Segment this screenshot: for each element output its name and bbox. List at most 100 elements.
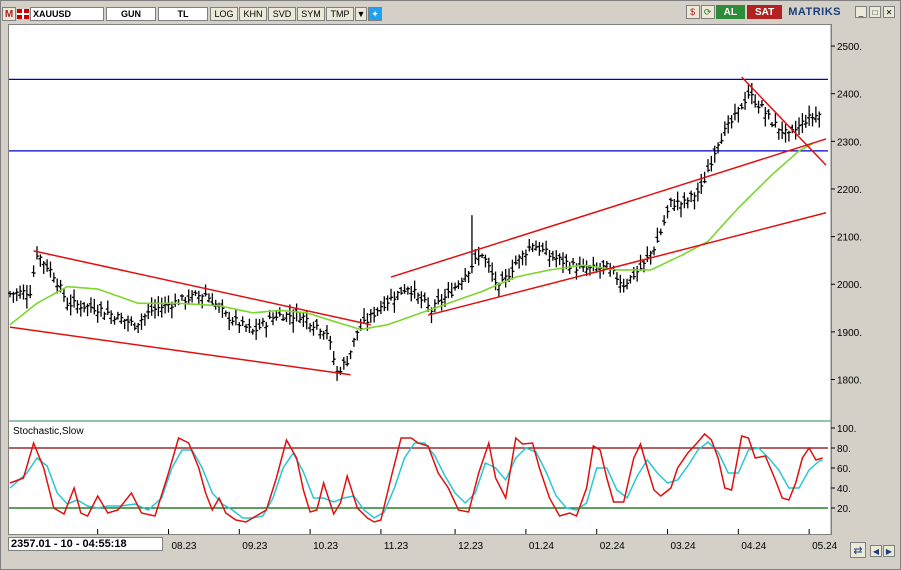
currency-label: TL (177, 9, 189, 19)
price-bar (38, 254, 43, 267)
brand-logo: MATRIKS (788, 6, 841, 18)
price-tick-label: 2000. (837, 280, 862, 291)
dropdown-arrow-icon[interactable]: ▼ (355, 7, 367, 21)
price-bar (51, 272, 56, 283)
price-bar (513, 255, 518, 266)
scroll-controls: ⇄ ◀ ▶ (850, 542, 895, 558)
price-panel (8, 76, 828, 381)
price-bar (348, 350, 353, 360)
price-bar (146, 302, 151, 320)
price-bar (753, 94, 758, 108)
price-bar (412, 280, 417, 299)
chart-toolbar: M XAUUSD GUN TL LOG KHN SVD SYM TMP ▼ ✦ … (2, 5, 897, 23)
price-bar (351, 337, 356, 347)
twitter-icon[interactable]: ✦ (368, 7, 382, 21)
price-bar (554, 250, 559, 268)
price-bar (324, 325, 329, 340)
price-bar (297, 312, 302, 324)
tmp-button[interactable]: TMP (326, 7, 354, 21)
price-bar (729, 115, 734, 129)
price-tick-label: 2500. (837, 42, 862, 53)
currency-selector[interactable]: TL (158, 7, 208, 21)
price-bar (392, 291, 397, 313)
trend-line-2 (390, 138, 827, 278)
price-bar (486, 257, 491, 273)
price-bar (291, 309, 296, 333)
maximize-icon[interactable]: □ (869, 6, 881, 18)
price-bar (271, 312, 276, 326)
scroll-left-icon[interactable]: ◀ (870, 545, 882, 557)
price-bar (48, 261, 53, 278)
close-icon[interactable]: ✕ (883, 6, 895, 18)
symbol-selector[interactable]: XAUUSD (30, 7, 104, 21)
trend-line-0 (9, 326, 351, 376)
price-bar (743, 91, 748, 110)
price-bar (564, 254, 569, 270)
price-bar (722, 121, 727, 137)
signal-button[interactable]: $ (685, 5, 700, 19)
price-bar (372, 306, 377, 323)
price-bar (78, 300, 83, 317)
price-bar (210, 293, 215, 306)
log-button[interactable]: LOG (210, 7, 238, 21)
price-bar (672, 199, 677, 212)
svd-button[interactable]: SVD (268, 7, 296, 21)
price-bar (28, 285, 33, 299)
price-bar (301, 312, 306, 327)
app-logo[interactable]: M (2, 7, 16, 21)
price-bar (527, 238, 532, 252)
price-bar (200, 294, 205, 309)
price-bar (68, 294, 73, 316)
price-bar (11, 291, 16, 303)
price-bar (500, 271, 505, 282)
price-bar (355, 330, 360, 341)
price-bar (311, 321, 316, 336)
price-bar (375, 307, 380, 317)
price-bar (807, 105, 812, 126)
price-bar (416, 292, 420, 304)
price-bar (247, 318, 252, 333)
price-tick-label: 2300. (837, 137, 862, 148)
price-bar (203, 284, 208, 297)
price-bar (389, 288, 394, 301)
price-tick-label: 2400. (837, 90, 862, 101)
price-bar (382, 296, 387, 312)
price-bar (368, 309, 373, 323)
price-bar (682, 192, 687, 209)
price-bar (227, 311, 232, 331)
price-bar (449, 282, 454, 298)
price-bar (746, 83, 751, 99)
khn-button[interactable]: KHN (239, 7, 267, 21)
price-bar (304, 311, 309, 330)
price-bar (631, 267, 636, 280)
scroll-right-icon[interactable]: ▶ (883, 545, 895, 557)
price-bar (567, 261, 572, 275)
price-bar (436, 288, 441, 305)
price-bar (786, 130, 791, 142)
buy-button[interactable]: AL (715, 5, 745, 19)
period-selector[interactable]: GUN (106, 7, 156, 21)
price-bar (176, 299, 181, 306)
stoch-tick-label: 80. (837, 444, 851, 455)
price-bar (537, 242, 542, 256)
sym-button[interactable]: SYM (297, 7, 325, 21)
time-tick-label: 04.24 (741, 541, 766, 552)
price-bar (483, 254, 488, 268)
price-bar (179, 294, 184, 301)
price-bar (604, 260, 609, 269)
sell-button[interactable]: SAT (746, 5, 783, 19)
price-bar (803, 114, 808, 128)
sync-icon[interactable]: ⇄ (850, 542, 866, 558)
minimize-icon[interactable]: _ (855, 6, 867, 18)
price-bar (105, 300, 110, 315)
price-bar (591, 256, 596, 272)
price-bar (169, 301, 174, 319)
price-bar (665, 205, 670, 219)
refresh-icon[interactable]: ⟳ (700, 5, 715, 19)
price-bar (692, 192, 697, 210)
price-bar (287, 304, 292, 325)
stoch-main-line (9, 432, 823, 523)
price-bar (726, 115, 731, 134)
time-tick-label: 03.24 (671, 541, 696, 552)
price-bar (102, 311, 107, 320)
